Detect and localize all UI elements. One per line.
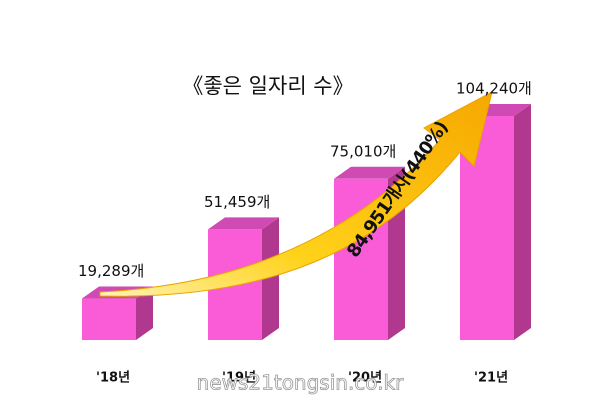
value-label: 19,289개 xyxy=(78,262,144,280)
x-tick-label: '21년 xyxy=(474,371,508,386)
value-label: 75,010개 xyxy=(330,142,396,160)
bar-side xyxy=(262,217,279,340)
value-label: 51,459개 xyxy=(204,193,270,211)
x-tick-label: '20년 xyxy=(348,371,382,386)
bar-side xyxy=(136,286,153,340)
bar xyxy=(82,298,136,340)
x-tick-label: '18년 xyxy=(96,371,130,386)
bar-top xyxy=(334,166,405,179)
bar-top xyxy=(208,217,279,230)
x-tick-label: '19년 xyxy=(222,371,256,386)
chart-title: 《좋은 일자리 수》 xyxy=(182,74,353,98)
bar-side xyxy=(514,104,531,340)
labels: 19,289개 '18년 51,459개 '19년 75,010개 '20년 104,240… xyxy=(78,80,532,386)
value-label: 104,240개 xyxy=(456,80,532,98)
growth-arrow xyxy=(99,91,493,297)
watermark: news21tongsin.co.kr xyxy=(197,371,404,395)
